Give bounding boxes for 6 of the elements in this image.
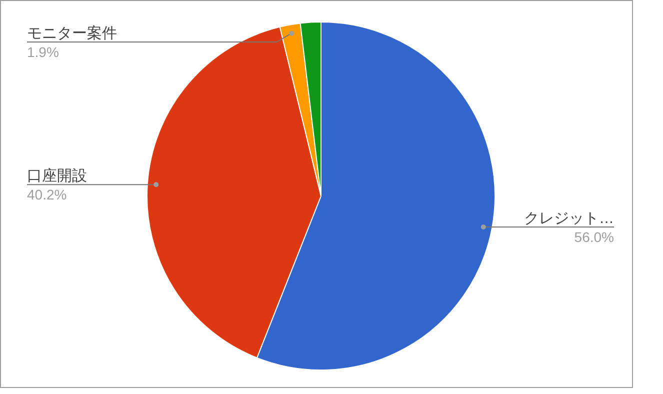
- slice-label: モニター案件: [27, 25, 117, 42]
- data-label: 40.2%: [27, 186, 67, 203]
- slice-label: 口座開設: [27, 168, 87, 185]
- data-label: 56.0%: [574, 228, 614, 245]
- data-label: 1.9%: [27, 44, 59, 60]
- slice-label: クレジット…: [524, 210, 614, 227]
